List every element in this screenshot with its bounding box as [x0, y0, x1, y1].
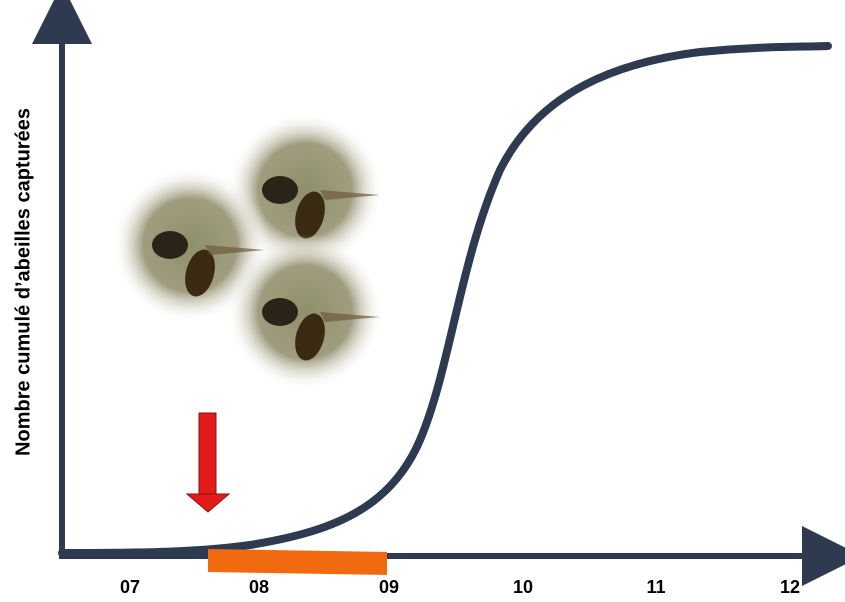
x-label: 11: [646, 577, 665, 597]
x-label: 07: [120, 577, 140, 597]
x-label: 09: [379, 577, 399, 597]
x-label: 10: [513, 577, 533, 597]
y-axis-label: Nombre cumulé d’abeilles capturées: [12, 108, 34, 456]
x-labels: 07 08 09 10 11 12: [120, 577, 800, 597]
x-label: 12: [780, 577, 800, 597]
wasp-images: [112, 112, 383, 390]
page: Nombre cumulé d’abeilles capturées 07 08…: [0, 0, 845, 602]
wasp: [227, 234, 383, 390]
red-arrow: [187, 413, 229, 512]
period-bar: [208, 549, 387, 575]
x-label: 08: [249, 577, 269, 597]
diagram: Nombre cumulé d’abeilles capturées 07 08…: [0, 0, 845, 602]
